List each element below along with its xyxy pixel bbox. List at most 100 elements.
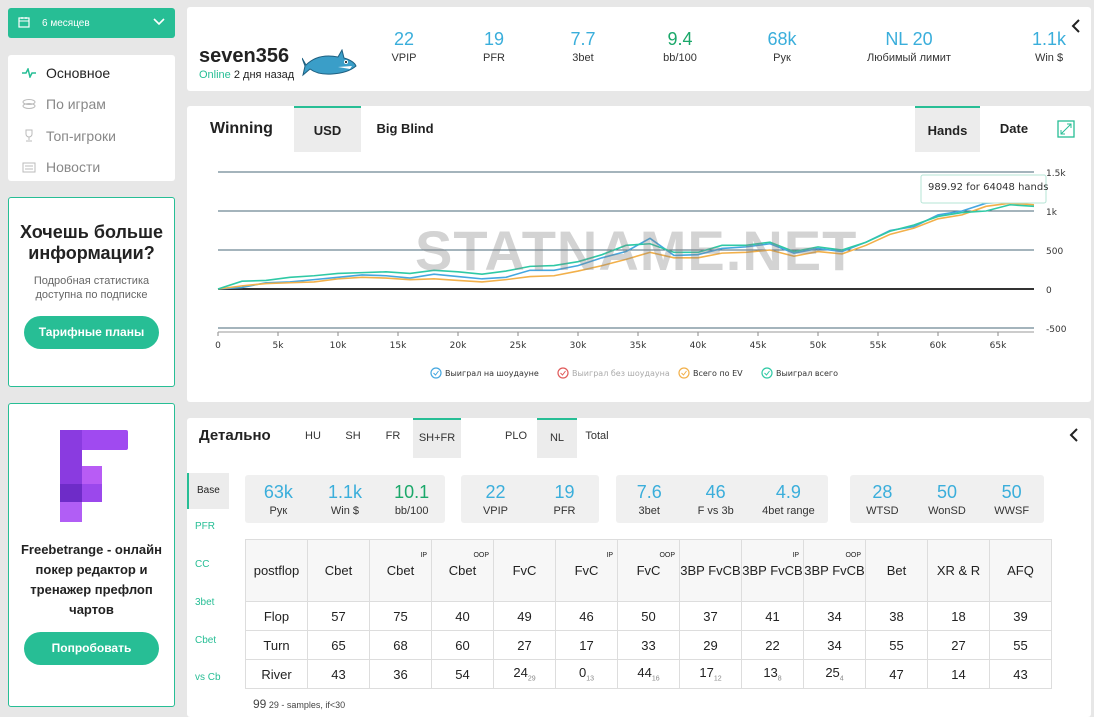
table-cell: 55	[865, 630, 928, 660]
table-cell: 29	[679, 630, 742, 660]
profile-header: seven356 Online 2 дня назад 22 VPIP 19 PFR…	[187, 7, 1091, 91]
nav-item-main[interactable]: Основное	[8, 57, 175, 89]
nav-item-label: Топ-игроки	[46, 127, 116, 144]
nav-item-top-players[interactable]: Топ-игроки	[8, 120, 175, 152]
stat-vpip: 22 VPIP	[391, 29, 417, 64]
stat-pfr: 19 PFR	[483, 29, 505, 64]
table-cell: 17	[555, 630, 618, 660]
table-cell: 55	[989, 630, 1052, 660]
tab-nl[interactable]: NL	[537, 418, 577, 458]
series-line	[217, 203, 1035, 290]
table-cell: 43	[989, 659, 1052, 689]
news-icon	[22, 162, 36, 173]
tab-hands[interactable]: Hands	[915, 106, 980, 152]
side-tab-base[interactable]: Base	[187, 473, 229, 509]
table-header[interactable]: 3BP FvCB IP	[741, 539, 804, 602]
table-header[interactable]: 3BP FvCB OOP	[803, 539, 866, 602]
table-cell: 33	[617, 630, 680, 660]
y-tick-label: -500	[1046, 325, 1067, 335]
x-tick-label: 55k	[870, 341, 887, 351]
side-tab-vs-cb[interactable]: vs Cb	[195, 672, 221, 683]
tab-usd[interactable]: USD	[294, 106, 361, 152]
table-cell: 49	[493, 601, 556, 631]
tab-date[interactable]: Date	[999, 121, 1029, 136]
table-cell: 47	[865, 659, 928, 689]
table-cell: 27	[493, 630, 556, 660]
legend-item[interactable]: Выиграл всего	[761, 367, 838, 379]
nav-item-label: Основное	[46, 64, 111, 81]
collapse-icon[interactable]	[1069, 426, 1079, 447]
table-cell: 14	[927, 659, 990, 689]
x-tick-label: 40k	[690, 341, 707, 351]
online-label: Online	[199, 69, 231, 81]
pulse-icon	[22, 67, 36, 78]
y-tick-label: 0	[1046, 286, 1052, 296]
online-status: Online 2 дня назад	[199, 69, 294, 81]
table-header[interactable]: FvC OOP	[617, 539, 680, 602]
svg-text:Выиграл на шоудауне: Выиграл на шоудауне	[445, 369, 539, 378]
table-cell: 18	[927, 601, 990, 631]
legend-item[interactable]: Выиграл без шоудауна	[557, 367, 670, 379]
stat-win: 1.1k Win $	[1031, 29, 1067, 64]
table-header[interactable]: AFQ	[989, 539, 1052, 602]
table-header[interactable]: XR & R	[927, 539, 990, 602]
table-row: Turn 65 68 60 27 17 33 29 22 34 55 27 55	[245, 630, 1052, 660]
nav-item-news[interactable]: Новости	[8, 152, 175, 184]
table-header[interactable]: Cbet	[307, 539, 370, 602]
table-header[interactable]: FvC	[493, 539, 556, 602]
chevron-down-icon	[153, 17, 165, 29]
x-tick-label: 65k	[990, 341, 1007, 351]
pricing-plans-button[interactable]: Тарифные планы	[24, 316, 159, 349]
chart-legend: Выиграл на шоудауне Выиграл без шоудауна В…	[430, 367, 838, 379]
stat-group-3bet: 7.6 3bet 46 F vs 3b 4.9 4bet range	[616, 475, 828, 523]
table-cell: 57	[307, 601, 370, 631]
nav-item-games[interactable]: По играм	[8, 89, 175, 121]
last-seen: 2 дня назад	[233, 69, 295, 81]
collapse-icon[interactable]	[1071, 17, 1081, 38]
tab-sh[interactable]: SH	[345, 430, 361, 442]
legend-item[interactable]: Выиграл на шоудауне	[430, 367, 539, 379]
chips-icon	[22, 99, 36, 110]
x-tick-label: 25k	[510, 341, 527, 351]
table-cell: 013	[555, 659, 618, 689]
side-tab-pfr[interactable]: PFR	[195, 521, 215, 532]
table-cell: 2429	[493, 659, 556, 689]
table-cell: 68	[369, 630, 432, 660]
svg-text:Всего по EV: Всего по EV	[693, 369, 743, 378]
table-header[interactable]: FvC IP	[555, 539, 618, 602]
table-cell: 46	[555, 601, 618, 631]
expand-icon[interactable]	[1057, 120, 1075, 143]
svg-text:Выиграл всего: Выиграл всего	[776, 369, 838, 378]
tab-fr[interactable]: FR	[385, 430, 401, 442]
series-line	[217, 202, 1035, 290]
legend-item[interactable]: Всего по EV	[678, 367, 743, 379]
table-cell: 27	[927, 630, 990, 660]
tab-sh-fr[interactable]: SH+FR	[413, 418, 461, 458]
period-select[interactable]: 6 месяцев	[8, 8, 175, 38]
x-tick-label: 50k	[810, 341, 827, 351]
sample-note: 99 29 - samples, if<30	[253, 697, 345, 711]
username: seven356	[199, 45, 290, 67]
table-header[interactable]: Cbet OOP	[431, 539, 494, 602]
chart-tooltip-text: 989.92 for 64048 hands	[928, 182, 1048, 193]
tab-total[interactable]: Total	[585, 430, 609, 442]
try-button[interactable]: Попробовать	[24, 632, 159, 665]
table-header[interactable]: 3BP FvCB	[679, 539, 742, 602]
side-tab-3bet[interactable]: 3bet	[195, 597, 215, 608]
winnings-chart: 0 5k 10k 15k 20k 25k 30k 35k 40k 45k 50k 55k 60k 65k …	[215, 169, 1067, 379]
freebetrange-logo	[9, 428, 174, 524]
table-cell: 41	[741, 601, 804, 631]
table-cell: 40	[431, 601, 494, 631]
tab-hu[interactable]: HU	[305, 430, 321, 442]
table-row: Flop 57 75 40 49 46 50 37 41 34 38 18 39	[245, 601, 1052, 631]
table-header[interactable]: Cbet IP	[369, 539, 432, 602]
tab-plo[interactable]: PLO	[504, 430, 527, 442]
side-tab-cc[interactable]: CC	[195, 559, 210, 570]
street-label: River	[245, 659, 308, 689]
x-tick-label: 60k	[930, 341, 947, 351]
note-text: - samples, if<30	[281, 700, 346, 710]
stat-favorite-limit: NL 20 Любимый лимит	[867, 29, 951, 64]
side-tab-cbet[interactable]: Cbet	[195, 635, 217, 646]
table-header[interactable]: Bet	[865, 539, 928, 602]
tab-big-blind[interactable]: Big Blind	[376, 121, 434, 136]
